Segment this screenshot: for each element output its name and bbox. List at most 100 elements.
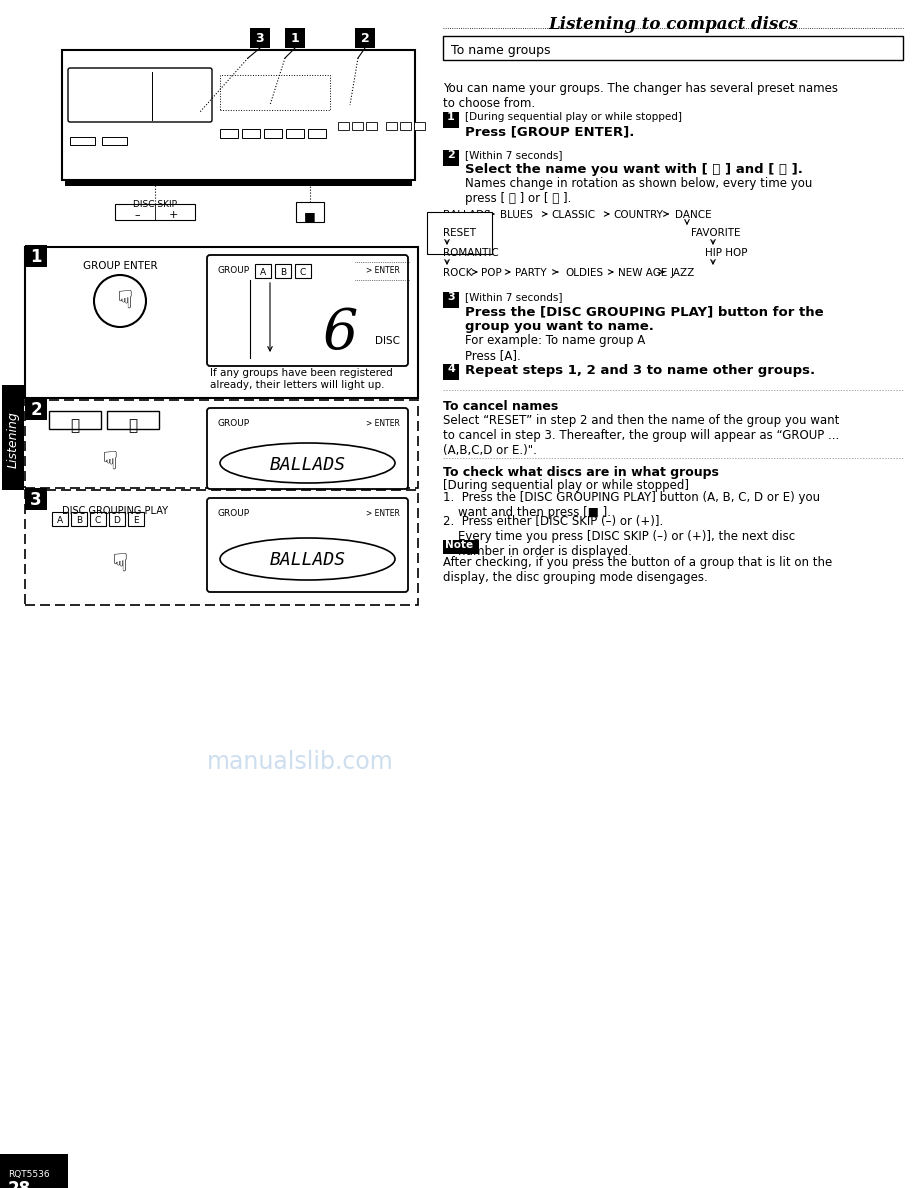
Text: > ENTER: > ENTER [366, 266, 400, 274]
Text: 3: 3 [256, 32, 264, 45]
FancyBboxPatch shape [443, 112, 459, 128]
FancyBboxPatch shape [352, 122, 363, 129]
Text: JAZZ: JAZZ [671, 268, 695, 278]
Text: If any groups have been registered
already, their letters will light up.: If any groups have been registered alrea… [210, 368, 393, 390]
Text: To check what discs are in what groups: To check what discs are in what groups [443, 466, 719, 479]
Text: PARTY: PARTY [515, 268, 546, 278]
Text: ROCK: ROCK [443, 268, 473, 278]
Text: 1: 1 [291, 32, 299, 45]
FancyBboxPatch shape [295, 264, 311, 278]
Text: ROMANTIC: ROMANTIC [443, 248, 498, 258]
Text: To cancel names: To cancel names [443, 400, 558, 413]
FancyBboxPatch shape [355, 29, 375, 48]
FancyBboxPatch shape [286, 129, 304, 138]
Text: COUNTRY: COUNTRY [613, 210, 663, 220]
Text: [Within 7 seconds]: [Within 7 seconds] [465, 292, 563, 302]
FancyBboxPatch shape [25, 489, 418, 605]
Text: GROUP: GROUP [218, 266, 250, 274]
Text: Select “RESET” in step 2 and then the name of the group you want
to cancel in st: Select “RESET” in step 2 and then the na… [443, 413, 839, 457]
Text: 3: 3 [447, 292, 454, 302]
Text: D: D [114, 516, 120, 525]
Text: 2.  Press either [DISC SKIP (–) or (+)].
    Every time you press [DISC SKIP (–): 2. Press either [DISC SKIP (–) or (+)]. … [443, 516, 795, 558]
Text: ☞: ☞ [108, 289, 132, 311]
FancyBboxPatch shape [25, 245, 47, 267]
Text: RESET: RESET [443, 228, 476, 238]
Text: Repeat steps 1, 2 and 3 to name other groups.: Repeat steps 1, 2 and 3 to name other gr… [465, 364, 815, 377]
Text: Note: Note [445, 541, 473, 550]
FancyBboxPatch shape [70, 137, 95, 145]
Text: [During sequential play or while stopped]: [During sequential play or while stopped… [465, 112, 682, 122]
FancyBboxPatch shape [0, 1154, 68, 1188]
FancyBboxPatch shape [207, 498, 408, 592]
Text: Press the [DISC GROUPING PLAY] button for the
group you want to name.: Press the [DISC GROUPING PLAY] button fo… [465, 305, 823, 333]
FancyBboxPatch shape [68, 68, 212, 122]
Text: For example: To name group A
Press [A].: For example: To name group A Press [A]. [465, 334, 645, 362]
Text: You can name your groups. The changer has several preset names
to choose from.: You can name your groups. The changer ha… [443, 82, 838, 110]
Text: To name groups: To name groups [451, 44, 551, 57]
FancyBboxPatch shape [308, 129, 326, 138]
Text: C: C [300, 268, 306, 277]
Text: BALLADS: BALLADS [270, 456, 345, 474]
Text: Names change in rotation as shown below, every time you
press [ ⏮ ] or [ ⏭ ].: Names change in rotation as shown below,… [465, 177, 812, 206]
FancyBboxPatch shape [25, 488, 47, 510]
Text: B: B [280, 268, 286, 277]
FancyBboxPatch shape [102, 137, 127, 145]
Text: ⏮: ⏮ [71, 418, 80, 432]
Text: DISC SKIP: DISC SKIP [133, 200, 177, 209]
FancyBboxPatch shape [285, 29, 305, 48]
Text: OLDIES: OLDIES [565, 268, 603, 278]
FancyBboxPatch shape [242, 129, 260, 138]
FancyBboxPatch shape [414, 122, 425, 129]
Text: 28: 28 [8, 1180, 31, 1188]
Text: POP: POP [481, 268, 502, 278]
FancyBboxPatch shape [207, 407, 408, 489]
FancyBboxPatch shape [400, 122, 411, 129]
Text: GROUP: GROUP [218, 508, 250, 518]
FancyBboxPatch shape [220, 75, 330, 110]
FancyBboxPatch shape [207, 255, 408, 366]
FancyBboxPatch shape [443, 150, 459, 166]
FancyBboxPatch shape [220, 129, 238, 138]
Text: > ENTER: > ENTER [366, 508, 400, 518]
Text: –: – [134, 210, 140, 220]
FancyBboxPatch shape [275, 264, 291, 278]
FancyBboxPatch shape [338, 122, 349, 129]
FancyBboxPatch shape [2, 385, 24, 489]
Text: ⏭: ⏭ [129, 418, 138, 432]
FancyBboxPatch shape [62, 50, 415, 181]
Text: 2: 2 [361, 32, 369, 45]
Text: ☞: ☞ [103, 552, 127, 574]
Text: 2: 2 [30, 402, 42, 419]
Text: > ENTER: > ENTER [366, 419, 400, 428]
Text: GROUP: GROUP [218, 419, 250, 428]
Text: DISC GROUPING PLAY: DISC GROUPING PLAY [62, 506, 168, 516]
Text: HIP HOP: HIP HOP [705, 248, 747, 258]
Text: +: + [168, 210, 178, 220]
Text: 1: 1 [447, 112, 455, 122]
FancyBboxPatch shape [25, 398, 47, 421]
Text: C: C [95, 516, 101, 525]
Text: ☞: ☞ [93, 450, 117, 473]
FancyBboxPatch shape [250, 29, 270, 48]
Text: 6: 6 [322, 307, 358, 361]
FancyBboxPatch shape [109, 512, 125, 526]
Text: Press [GROUP ENTER].: Press [GROUP ENTER]. [465, 125, 634, 138]
Text: Listening to compact discs: Listening to compact discs [548, 15, 798, 33]
FancyBboxPatch shape [107, 411, 159, 429]
Text: Select the name you want with [ ⏮ ] and [ ⏭ ].: Select the name you want with [ ⏮ ] and … [465, 163, 803, 176]
Text: NEW AGE: NEW AGE [618, 268, 667, 278]
FancyBboxPatch shape [90, 512, 106, 526]
Text: BALLADS: BALLADS [270, 551, 345, 569]
Bar [65, 181, 412, 187]
FancyBboxPatch shape [264, 129, 282, 138]
Text: GROUP ENTER: GROUP ENTER [83, 261, 157, 271]
Text: FAVORITE: FAVORITE [691, 228, 741, 238]
Text: E: E [133, 516, 139, 525]
FancyBboxPatch shape [128, 512, 144, 526]
Text: [Within 7 seconds]: [Within 7 seconds] [465, 150, 563, 160]
FancyBboxPatch shape [443, 292, 459, 308]
FancyBboxPatch shape [296, 202, 324, 222]
Text: ■: ■ [304, 210, 316, 223]
FancyBboxPatch shape [386, 122, 397, 129]
Text: RQT5536: RQT5536 [8, 1170, 50, 1178]
